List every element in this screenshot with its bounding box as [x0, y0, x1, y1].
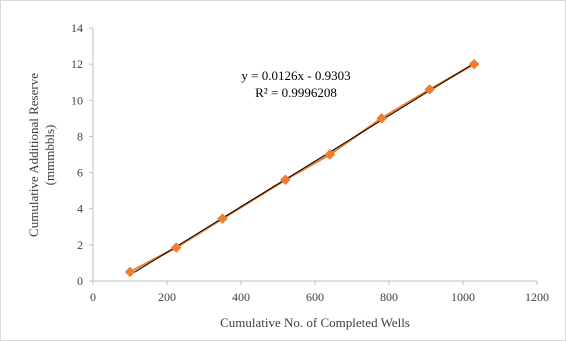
y-axis [89, 27, 94, 282]
y-tick-labels: 0 2 4 6 8 10 12 14 [71, 21, 83, 288]
y-tick-label: 8 [77, 129, 83, 143]
y-axis-title-line2: (mmmbbls) [42, 125, 57, 186]
data-point-diamond [217, 213, 228, 225]
data-point-diamond [170, 242, 182, 253]
data-point-diamond [376, 113, 387, 124]
y-axis-title: Cumulative Additional Reserve (mmmbbls) [26, 73, 57, 237]
y-tick-label: 2 [77, 238, 83, 252]
series-connector [129, 63, 475, 273]
y-tick-label: 12 [71, 57, 83, 71]
data-point-diamond [124, 266, 136, 278]
x-tick-label: 800 [380, 290, 398, 304]
data-point-diamond [468, 58, 480, 70]
x-tick-label: 400 [232, 290, 250, 304]
x-tick-label: 1200 [525, 290, 549, 304]
data-point-diamond [424, 84, 436, 95]
y-axis-title-line1: Cumulative Additional Reserve [26, 73, 41, 237]
x-tick-labels: 0 200 400 600 800 1000 1200 [90, 290, 549, 304]
x-tick-label: 1000 [451, 290, 475, 304]
x-tick-label: 0 [90, 290, 96, 304]
y-tick-label: 6 [77, 166, 83, 180]
y-tick-label: 14 [71, 21, 83, 35]
trendline-equation: y = 0.0126x - 0.9303 [241, 68, 350, 83]
x-axis [92, 280, 538, 285]
data-points [124, 58, 480, 278]
y-tick-label: 0 [77, 274, 83, 288]
x-axis-title: Cumulative No. of Completed Wells [220, 315, 410, 330]
x-tick-label: 200 [158, 290, 176, 304]
r-squared-label: R² = 0.9996208 [255, 85, 337, 100]
data-point-diamond [324, 149, 336, 160]
series-line [129, 63, 475, 273]
y-tick-label: 4 [77, 202, 83, 216]
x-tick-label: 600 [306, 290, 324, 304]
trendline [129, 62, 475, 276]
trendline-line [129, 62, 475, 276]
y-tick-label: 10 [71, 93, 83, 107]
data-point-diamond [280, 174, 291, 186]
